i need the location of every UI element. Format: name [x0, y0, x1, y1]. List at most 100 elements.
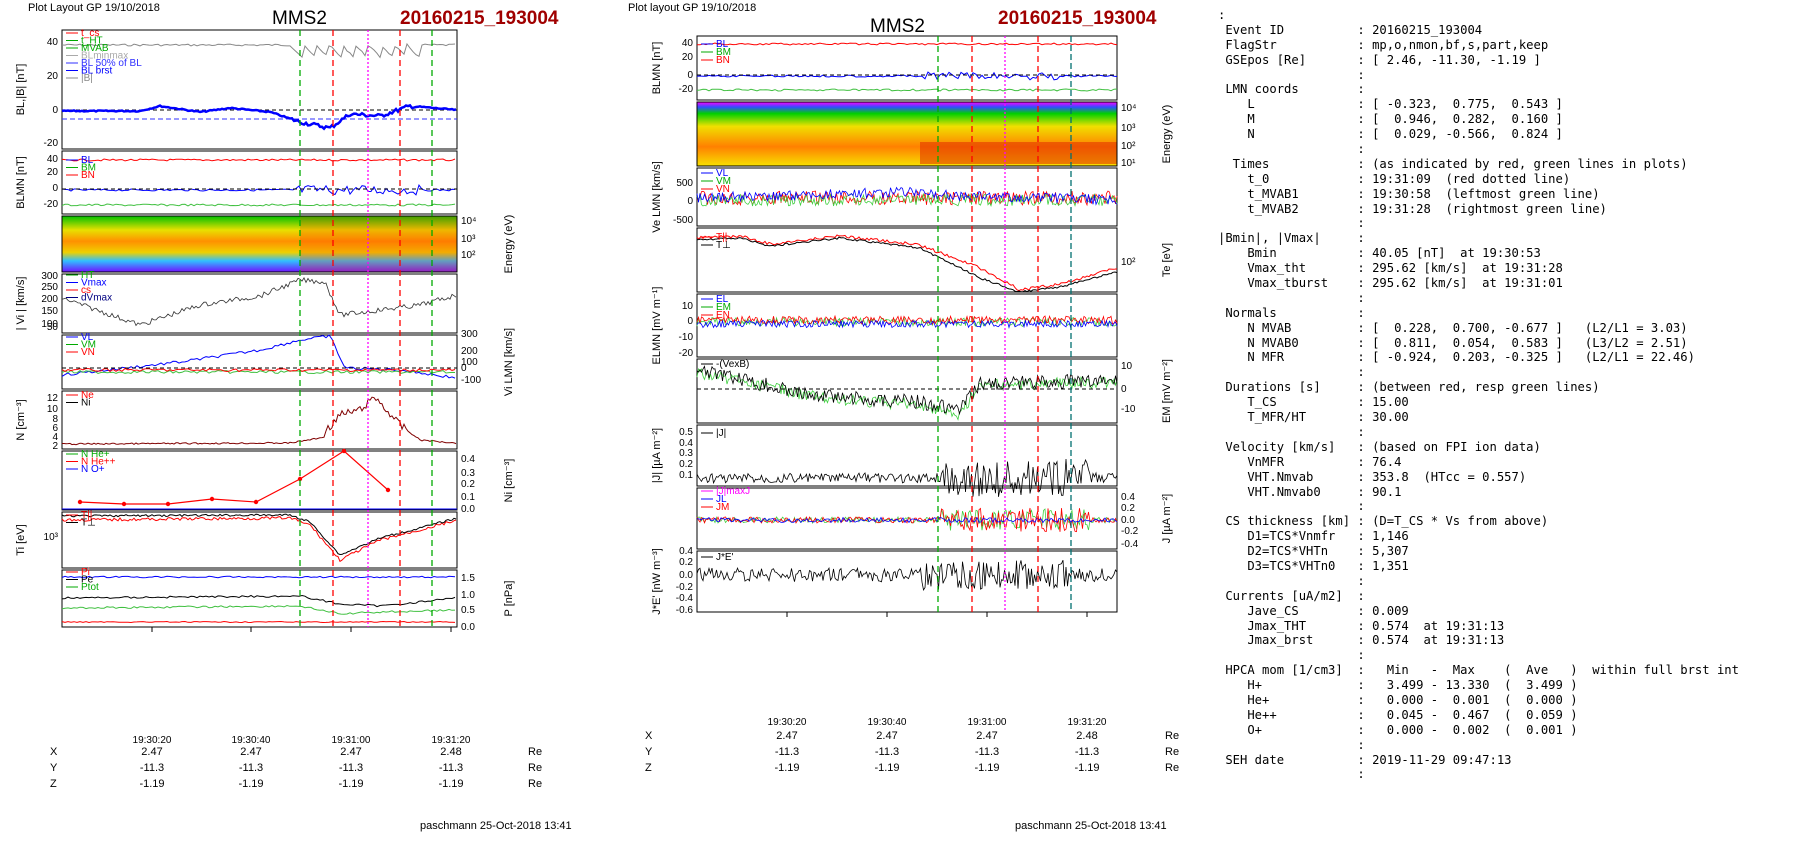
left-time-tick: 19:30:40 — [232, 735, 271, 746]
middle-y-tick: 10 — [682, 301, 694, 312]
info-line: : — [1218, 67, 1365, 82]
ni-he-pp-point — [121, 501, 127, 507]
middle-y-label: J*E' [nW m⁻³] — [651, 548, 663, 615]
info-line: T_CS : 15.00 — [1218, 395, 1409, 410]
middle-y-tick: 0.1 — [679, 470, 693, 481]
left-y-tick: 0 — [52, 183, 58, 194]
middle-y-tick: 0 — [1121, 384, 1127, 395]
left-y-tick: 0 — [52, 105, 58, 116]
legend-label: VL — [716, 168, 729, 179]
legend-label: |J| — [716, 428, 726, 439]
info-line: L : [ -0.323, 0.775, 0.543 ] — [1218, 97, 1563, 112]
middle-figure: 40 20 0 -20 BLMN [nT] 10⁴ 10³ 10² 10¹ Energy (eV)… — [651, 35, 1173, 728]
middle-y-tick: 0.5 — [679, 427, 693, 438]
left-y-tick: 6 — [52, 423, 58, 434]
left-pos-value: 2.48 — [440, 746, 462, 758]
info-line: HPCA mom [1/cm3] : Min - Max ( Ave ) wit… — [1218, 663, 1739, 678]
info-line: Jave_CS : 0.009 — [1218, 603, 1409, 618]
left-y-label: | Vi | [km/s] — [15, 277, 27, 331]
vel-line — [696, 186, 1118, 206]
legend-label: BLminmax — [81, 51, 128, 62]
middle-pos-value: -1.19 — [874, 762, 900, 774]
left-pos-value: -1.19 — [238, 778, 264, 790]
info-line: Times : (as indicated by red, green line… — [1218, 156, 1688, 171]
info-line: : — [1218, 424, 1365, 439]
ni-he-pp-point — [165, 501, 171, 507]
middle-y-tick: -0.2 — [676, 582, 694, 593]
left-pos-unit: Re — [528, 746, 543, 758]
info-line: D1=TCS*Vnmfr : 1,146 — [1218, 529, 1409, 544]
panel-frame — [61, 150, 458, 215]
info-line: O+ : 0.000 - 0.002 ( 0.001 ) — [1218, 722, 1578, 737]
info-line: LMN coords : — [1218, 82, 1365, 97]
middle-pos-unit: Re — [1165, 746, 1180, 758]
info-line: Normals : — [1218, 305, 1365, 320]
j-magnitude-line — [696, 458, 1118, 497]
info-line: : — [1218, 142, 1365, 157]
left-pos-value: -11.3 — [438, 762, 464, 774]
bn-component-line — [61, 203, 456, 207]
middle-time-axis: 19:30:20 19:30:40 19:31:00 19:31:20 — [768, 717, 1107, 728]
n-density-line — [62, 396, 457, 446]
middle-footer: paschmann 25-Oct-2018 13:41 — [1015, 820, 1167, 832]
middle-time-tick: 19:31:00 — [968, 717, 1007, 728]
legend-label: VM — [81, 340, 96, 351]
left-pos-value: 2.47 — [340, 746, 362, 758]
left-time-tick: 19:31:00 — [332, 735, 371, 746]
panel-frame — [61, 29, 458, 150]
left-y-tick: 10 — [47, 404, 59, 415]
panel-frame — [61, 334, 458, 390]
middle-y-tick: 10² — [1121, 141, 1136, 152]
middle-y-label: ELMN [mV m⁻¹] — [651, 287, 663, 365]
left-position-table: X 2.47 2.47 2.47 2.48 Re Y -11.3 -11.3 -… — [0, 746, 560, 796]
middle-y-label: |J| [µA m⁻²] — [651, 428, 663, 483]
panel-frame — [696, 358, 1118, 424]
left-y-label: P [nPa] — [503, 581, 515, 617]
left-pos-unit: Re — [528, 778, 543, 790]
info-line: He++ : 0.045 - 0.467 ( 0.059 ) — [1218, 707, 1578, 722]
em-vexb-line — [696, 367, 1118, 421]
legend-label: BL brst — [81, 66, 113, 77]
middle-pos-value: 2.47 — [876, 730, 898, 742]
left-y-tick: 1.5 — [461, 573, 475, 584]
middle-y-tick: -20 — [679, 84, 694, 95]
middle-y-tick: 0 — [687, 70, 693, 81]
pe-line — [61, 594, 456, 608]
te-par-line — [696, 234, 1118, 292]
middle-y-tick: 0.2 — [679, 459, 693, 470]
middle-time-tick: 19:30:20 — [768, 717, 807, 728]
left-y-label: Vi LMN [km/s] — [503, 328, 515, 396]
left-y-tick: 150 — [41, 306, 58, 317]
middle-position-table: X 2.47 2.47 2.47 2.48 Re Y -11.3 -11.3 -… — [620, 730, 1200, 780]
middle-y-tick: -10 — [1121, 404, 1136, 415]
legend-label: VN — [716, 184, 730, 195]
left-y-label: Ni [cm⁻³] — [503, 459, 515, 503]
spectrogram-heat-region — [920, 142, 1117, 164]
panel-frame — [61, 273, 458, 334]
left-y-label: BL,|B| [nT] — [15, 64, 27, 116]
left-y-label: Ti [eV] — [15, 524, 27, 555]
middle-y-tick: 0.4 — [1121, 492, 1135, 503]
info-line: t_0 : 19:31:09 (red dotted line) — [1218, 171, 1571, 186]
panel-frame — [696, 35, 1118, 101]
bm-component-line — [61, 184, 456, 196]
middle-y-label: J [µA m⁻²] — [1161, 494, 1173, 543]
ni-he-pp-point — [209, 496, 215, 502]
left-y-tick: 10² — [461, 250, 476, 261]
left-y-tick: 10⁴ — [461, 216, 476, 227]
legend-label: T|| — [716, 232, 727, 243]
middle-y-tick: -500 — [673, 215, 693, 226]
middle-y-tick: 40 — [682, 38, 694, 49]
left-event-title: 20160215_193004 — [400, 8, 559, 29]
legend-label: -(VexB) — [716, 359, 749, 370]
legend-label: BM — [716, 47, 731, 58]
middle-y-tick: 10² — [1121, 257, 1136, 268]
legend-label: N O+ — [81, 464, 105, 475]
legend-label: VL — [81, 332, 94, 343]
bt-magnitude-line — [61, 42, 456, 59]
middle-y-tick: -0.4 — [676, 593, 694, 604]
middle-y-label: EM [mV m⁻²] — [1161, 359, 1173, 423]
